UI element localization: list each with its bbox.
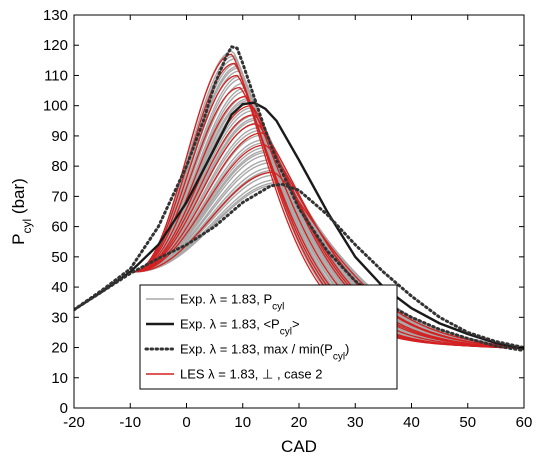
y-tick-label: 110 [44,67,68,84]
y-tick-label: 50 [51,249,68,266]
x-tick-label: -20 [63,414,85,431]
legend-entry-label: LES λ = 1.83, ⊥ , case 2 [180,367,323,382]
les-cycle-line [74,86,524,350]
y-tick-label: 60 [51,219,68,236]
x-tick-label: -10 [119,414,141,431]
legend-box [139,284,398,390]
x-tick-label: 40 [403,414,420,431]
x-axis-label: CAD [281,437,317,456]
legend-entry-label: Exp. λ = 1.83, Pcyl [180,292,284,313]
les-cycle-line [74,144,524,349]
x-tick-label: 10 [234,414,251,431]
y-tick-label: 120 [43,37,68,54]
y-tick-label: 80 [51,158,68,175]
y-tick-label: 20 [51,340,68,357]
x-tick-label: 20 [291,414,308,431]
ticks-layer: -20 -10 0 10 20 30 40 50 60 0 10 20 30 40 50 60 70 80 90 10… [43,7,532,431]
x-tick-label: 60 [516,414,533,431]
y-tick-label: 100 [43,98,68,115]
x-tick-label: 0 [182,414,190,431]
legend-entry-label: Exp. λ = 1.83, <Pcyl> [180,317,300,338]
les-cycle-line [74,95,524,350]
x-tick-label: 50 [459,414,476,431]
y-tick-label: 10 [51,370,68,387]
y-tick-label: 70 [51,188,68,205]
y-tick-label: 90 [51,128,68,145]
y-tick-label: 130 [43,7,68,24]
y-axis-label: Pcyl (bar) [9,178,34,245]
y-tick-label: 40 [51,279,68,296]
series-layer [74,44,524,353]
legend: Exp. λ = 1.83, Pcyl Exp. λ = 1.83, <Pcyl>… [139,284,398,390]
envelope-line [74,44,524,353]
x-tick-label: 30 [347,414,364,431]
y-tick-label: 30 [51,309,68,326]
legend-entry-label: Exp. λ = 1.83, max / min(Pcyl) [180,342,349,363]
envelope-line [74,182,524,350]
y-tick-label: 0 [60,400,68,417]
mean-pressure-line [74,101,524,351]
les-cycle-line [74,171,524,349]
